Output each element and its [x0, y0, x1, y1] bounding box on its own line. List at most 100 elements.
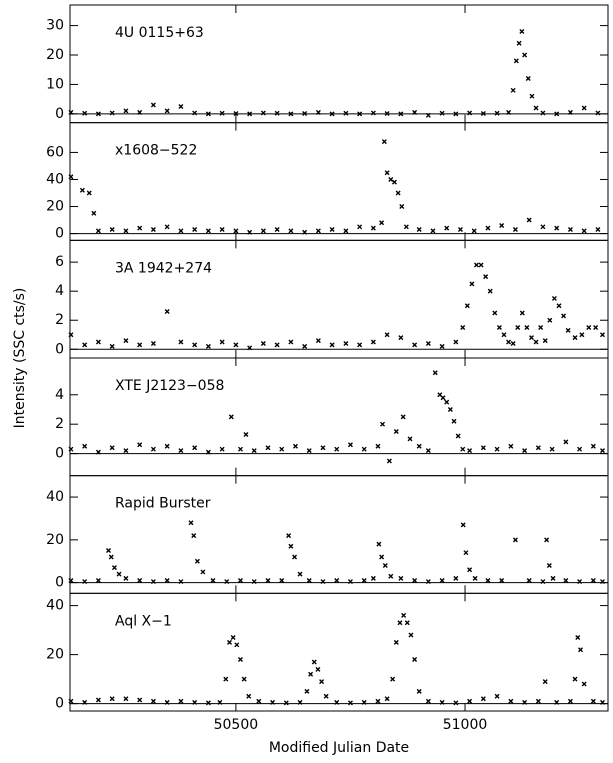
data-point: [137, 697, 143, 703]
data-point: [150, 227, 156, 233]
data-point: [540, 579, 546, 585]
data-point: [451, 418, 457, 424]
data-point: [542, 338, 548, 344]
y-tick-label: 4: [55, 387, 64, 403]
data-point: [444, 225, 450, 231]
data-point: [320, 579, 326, 585]
data-point: [116, 571, 122, 577]
data-point: [581, 228, 587, 234]
data-point: [581, 681, 587, 687]
data-point: [274, 342, 280, 348]
data-point: [425, 579, 431, 585]
data-point: [361, 699, 367, 705]
data-point: [370, 339, 376, 345]
data-point: [525, 76, 531, 82]
data-point: [219, 446, 225, 452]
data-point: [540, 110, 546, 116]
y-tick-label: 2: [55, 312, 64, 328]
x-tick-label: 50500: [214, 717, 259, 733]
data-point: [546, 563, 552, 569]
data-point: [237, 578, 243, 583]
data-point: [412, 657, 418, 663]
data-point: [192, 342, 198, 348]
data-point: [561, 313, 567, 319]
data-point: [82, 342, 88, 348]
data-point: [347, 700, 353, 706]
data-point: [547, 317, 553, 323]
y-tick-label: 10: [46, 76, 64, 92]
data-point: [320, 445, 326, 451]
data-point: [528, 335, 534, 341]
data-point: [233, 111, 239, 117]
data-point: [297, 699, 303, 705]
data-point: [563, 578, 569, 583]
data-point: [499, 578, 505, 583]
data-point: [192, 227, 198, 233]
data-point: [467, 567, 473, 573]
data-point: [581, 105, 587, 111]
y-tick-label: 30: [46, 18, 64, 34]
data-point: [205, 111, 211, 117]
data-point: [343, 228, 349, 234]
data-point: [551, 295, 557, 301]
data-point: [334, 446, 340, 452]
data-point: [111, 565, 117, 571]
data-point: [334, 578, 340, 583]
data-point: [108, 554, 114, 560]
data-point: [357, 342, 363, 348]
data-point: [512, 227, 518, 233]
data-point: [600, 448, 605, 454]
data-point: [471, 228, 477, 234]
y-tick-label: 0: [55, 106, 64, 122]
data-point: [361, 578, 367, 583]
data-point: [416, 443, 422, 449]
data-point: [292, 443, 298, 449]
data-point: [265, 445, 271, 451]
data-point: [306, 578, 312, 583]
data-point: [286, 533, 292, 539]
data-point: [205, 449, 211, 455]
data-point: [82, 110, 88, 116]
panel-title: 3A 1942+274: [115, 260, 212, 276]
data-point: [572, 335, 578, 341]
data-point: [306, 448, 312, 454]
data-point: [375, 443, 381, 449]
data-point: [595, 110, 601, 116]
data-point: [109, 696, 115, 702]
data-point: [556, 303, 562, 309]
data-point: [403, 224, 409, 230]
data-point: [513, 58, 519, 64]
data-point: [447, 406, 453, 412]
data-point: [164, 578, 170, 583]
data-point: [219, 339, 225, 345]
data-point: [288, 339, 294, 345]
data-point: [288, 228, 294, 234]
data-point: [109, 445, 115, 451]
data-point: [453, 111, 459, 117]
data-point: [494, 110, 500, 116]
data-point: [522, 52, 528, 58]
data-point: [260, 228, 266, 234]
y-tick-label: 60: [46, 144, 64, 160]
data-point: [524, 324, 530, 330]
y-tick-label: 2: [55, 416, 64, 432]
data-point: [323, 693, 329, 699]
data-point: [178, 698, 184, 704]
data-point: [384, 111, 390, 117]
data-point: [590, 698, 596, 704]
data-point: [243, 431, 249, 437]
data-point: [382, 563, 388, 569]
y-tick-label: 0: [55, 341, 64, 357]
data-point: [123, 228, 129, 234]
data-point: [260, 340, 266, 346]
data-point: [384, 170, 390, 176]
data-point: [526, 578, 532, 583]
data-point: [230, 634, 236, 640]
data-point: [79, 187, 85, 193]
data-point: [288, 543, 294, 549]
data-point: [567, 227, 573, 233]
data-point: [529, 93, 535, 99]
data-point: [404, 620, 410, 626]
data-point: [425, 698, 431, 704]
